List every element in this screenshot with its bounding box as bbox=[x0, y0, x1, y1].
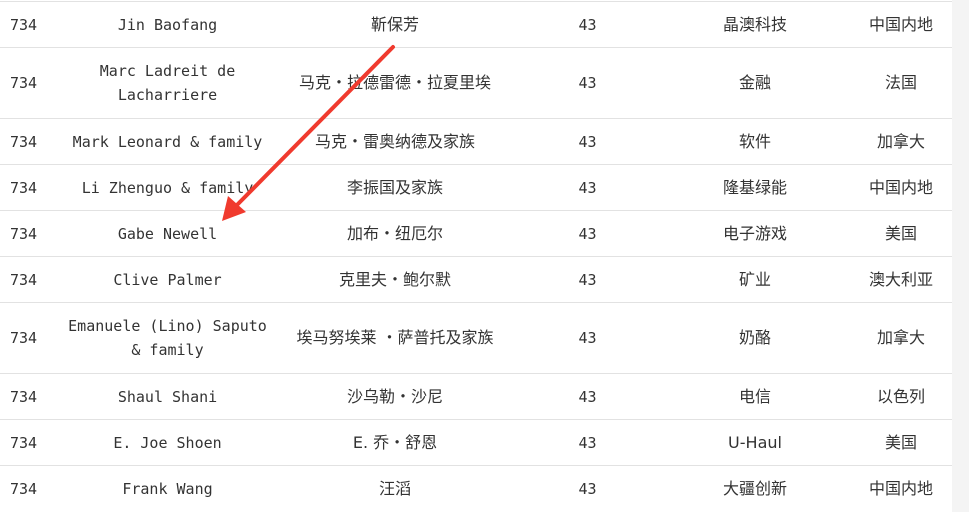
name-cell: Li Zhenguo & family bbox=[60, 164, 275, 211]
rank-cell: 734 bbox=[0, 164, 60, 211]
rank-cell: 734 bbox=[0, 373, 60, 420]
table-row: 734 Emanuele (Lino) Saputo & family 埃马努埃莱 … bbox=[0, 302, 952, 374]
net-worth-cell: 43 bbox=[515, 210, 660, 257]
table-row: 734 Clive Palmer 克里夫・鲍尔默 43 矿业 澳大利亚 bbox=[0, 256, 952, 303]
net-worth-cell: 43 bbox=[515, 373, 660, 420]
table-row: 734 E. Joe Shoen E. 乔・舒恩 43 U-Haul 美国 bbox=[0, 419, 952, 466]
rank-cell: 734 bbox=[0, 1, 60, 48]
country-cell: 美国 bbox=[850, 419, 952, 466]
net-worth-cell: 43 bbox=[515, 256, 660, 303]
table-row: 734 Li Zhenguo & family 李振国及家族 43 隆基绿能 中国内地 bbox=[0, 164, 952, 211]
name-cell: Gabe Newell bbox=[60, 210, 275, 257]
industry-cell: 矿业 bbox=[660, 256, 850, 303]
table-row: 734 Jin Baofang 靳保芳 43 晶澳科技 中国内地 bbox=[0, 1, 952, 48]
rank-cell: 734 bbox=[0, 47, 60, 119]
country-cell: 美国 bbox=[850, 210, 952, 257]
country-cell: 澳大利亚 bbox=[850, 256, 952, 303]
industry-cell: 软件 bbox=[660, 118, 850, 165]
country-cell: 以色列 bbox=[850, 373, 952, 420]
chinese-name-cell: 马克・拉德雷德・拉夏里埃 bbox=[275, 47, 515, 119]
industry-cell: 晶澳科技 bbox=[660, 1, 850, 48]
rank-cell: 734 bbox=[0, 419, 60, 466]
chinese-name-cell: E. 乔・舒恩 bbox=[275, 419, 515, 466]
net-worth-cell: 43 bbox=[515, 1, 660, 48]
rank-cell: 734 bbox=[0, 118, 60, 165]
rank-cell: 734 bbox=[0, 302, 60, 374]
country-cell: 加拿大 bbox=[850, 302, 952, 374]
net-worth-cell: 43 bbox=[515, 302, 660, 374]
table-row: 734 Mark Leonard & family 马克・雷奥纳德及家族 43 软件 加拿… bbox=[0, 118, 952, 165]
industry-cell: 电信 bbox=[660, 373, 850, 420]
name-cell: Shaul Shani bbox=[60, 373, 275, 420]
net-worth-cell: 43 bbox=[515, 465, 660, 512]
industry-cell: 金融 bbox=[660, 47, 850, 119]
country-cell: 加拿大 bbox=[850, 118, 952, 165]
chinese-name-cell: 克里夫・鲍尔默 bbox=[275, 256, 515, 303]
table-row: 734 Frank Wang 汪滔 43 大疆创新 中国内地 bbox=[0, 465, 952, 512]
rank-cell: 734 bbox=[0, 256, 60, 303]
industry-cell: 奶酪 bbox=[660, 302, 850, 374]
chinese-name-cell: 汪滔 bbox=[275, 465, 515, 512]
table-row: 734 Gabe Newell 加布・纽厄尔 43 电子游戏 美国 bbox=[0, 210, 952, 257]
net-worth-cell: 43 bbox=[515, 419, 660, 466]
name-cell: Mark Leonard & family bbox=[60, 118, 275, 165]
chinese-name-cell: 加布・纽厄尔 bbox=[275, 210, 515, 257]
net-worth-cell: 43 bbox=[515, 47, 660, 119]
chinese-name-cell: 埃马努埃莱 ・萨普托及家族 bbox=[275, 302, 515, 374]
chinese-name-cell: 沙乌勒・沙尼 bbox=[275, 373, 515, 420]
industry-cell: 大疆创新 bbox=[660, 465, 850, 512]
table-row: 734 Marc Ladreit de Lacharriere 马克・拉德雷德・拉夏… bbox=[0, 47, 952, 119]
scroll-edge bbox=[952, 0, 969, 512]
net-worth-cell: 43 bbox=[515, 164, 660, 211]
name-cell: Frank Wang bbox=[60, 465, 275, 512]
name-cell: Emanuele (Lino) Saputo & family bbox=[60, 302, 275, 374]
rank-cell: 734 bbox=[0, 465, 60, 512]
net-worth-cell: 43 bbox=[515, 118, 660, 165]
chinese-name-cell: 靳保芳 bbox=[275, 1, 515, 48]
chinese-name-cell: 李振国及家族 bbox=[275, 164, 515, 211]
chinese-name-cell: 马克・雷奥纳德及家族 bbox=[275, 118, 515, 165]
country-cell: 中国内地 bbox=[850, 1, 952, 48]
name-cell: E. Joe Shoen bbox=[60, 419, 275, 466]
country-cell: 中国内地 bbox=[850, 164, 952, 211]
rank-cell: 734 bbox=[0, 210, 60, 257]
country-cell: 法国 bbox=[850, 47, 952, 119]
industry-cell: 隆基绿能 bbox=[660, 164, 850, 211]
name-cell: Marc Ladreit de Lacharriere bbox=[60, 47, 275, 119]
industry-cell: 电子游戏 bbox=[660, 210, 850, 257]
country-cell: 中国内地 bbox=[850, 465, 952, 512]
industry-cell: U-Haul bbox=[660, 419, 850, 466]
name-cell: Clive Palmer bbox=[60, 256, 275, 303]
table-row: 734 Shaul Shani 沙乌勒・沙尼 43 电信 以色列 bbox=[0, 373, 952, 420]
name-cell: Jin Baofang bbox=[60, 1, 275, 48]
